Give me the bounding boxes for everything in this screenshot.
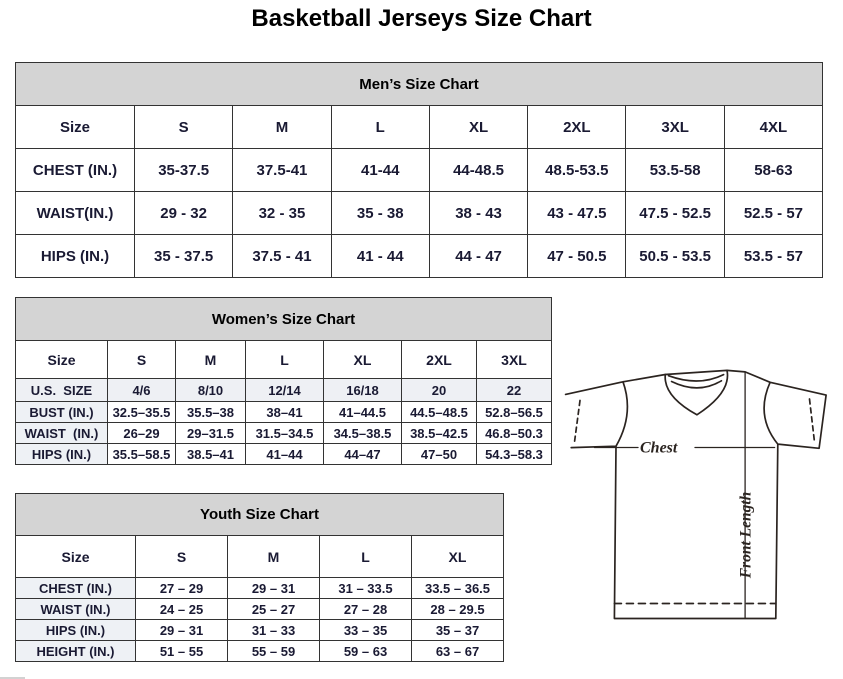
svg-text:Chest: Chest [640,440,678,457]
svg-text:Front Length: Front Length [738,492,755,580]
